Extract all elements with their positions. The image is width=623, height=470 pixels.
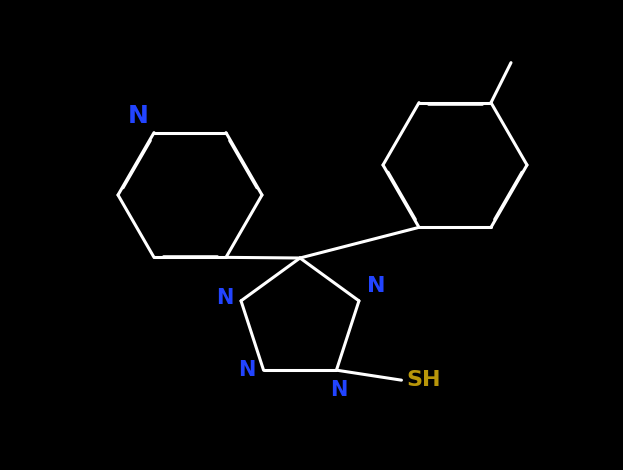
Text: N: N: [216, 288, 233, 308]
Text: N: N: [367, 276, 386, 296]
Text: N: N: [330, 380, 347, 400]
Text: N: N: [128, 104, 149, 128]
Text: SH: SH: [406, 370, 441, 390]
Text: N: N: [238, 360, 255, 380]
